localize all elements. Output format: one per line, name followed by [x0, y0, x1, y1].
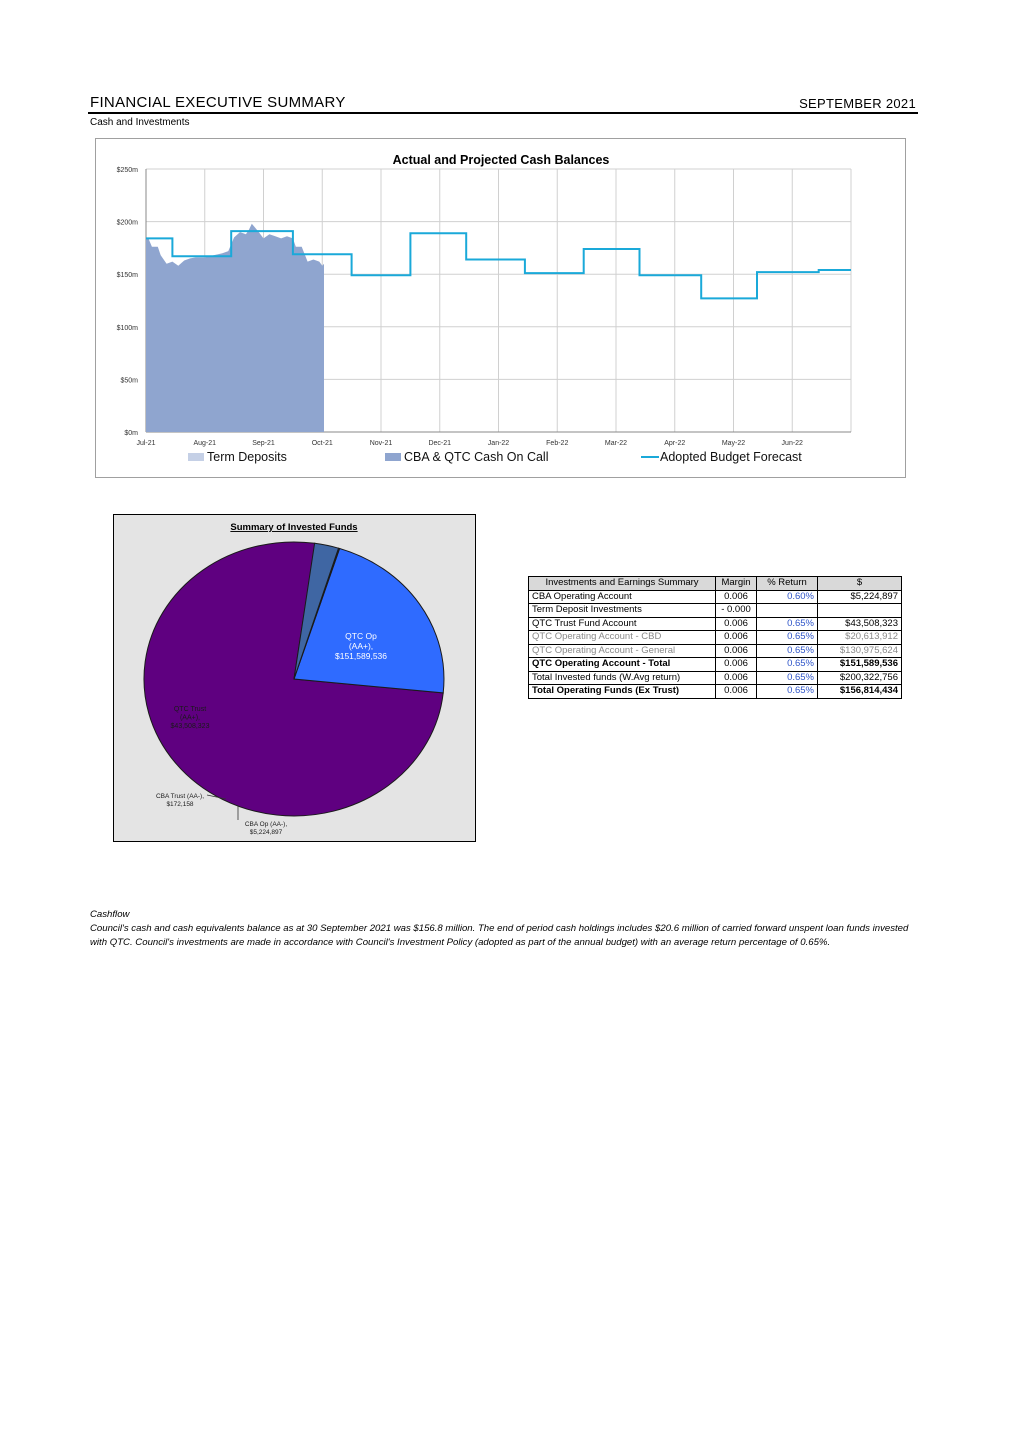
cash-balance-chart-svg: Actual and Projected Cash Balances $0m $50…	[117, 153, 852, 464]
pie-slice	[293, 547, 445, 694]
row-name: QTC Operating Account - CBD	[528, 630, 716, 645]
cashflow-title: Cashflow	[90, 909, 130, 920]
x-tick-label: Nov-21	[370, 440, 393, 447]
x-tick-label: Aug-21	[193, 440, 216, 447]
row-return: 0.60%	[756, 589, 818, 604]
x-tick-label: Jun-22	[782, 440, 804, 447]
row-return: 0.65%	[756, 670, 818, 685]
legend-budget-forecast-label: Adopted Budget Forecast	[660, 450, 802, 464]
pie-label-qtc-trust: QTC Trust (AA+), $43,508,323	[171, 706, 210, 730]
x-tick-label: Dec-21	[428, 440, 451, 447]
x-tick-label: Mar-22	[605, 440, 627, 447]
invested-funds-pie-svg: Summary of Invested Funds QTC Op (AA+), $15…	[143, 522, 445, 836]
row-value: $20,613,912	[817, 630, 902, 645]
x-tick-label: Jan-22	[488, 440, 510, 447]
y-tick-label: $150m	[117, 272, 139, 279]
row-return: 0.65%	[756, 657, 818, 672]
row-value: $156,814,434	[817, 684, 902, 699]
pie-label-cba-op: CBA Op (AA-), $5,224,897	[245, 821, 287, 836]
row-value: $151,589,536	[817, 657, 902, 672]
legend-term-deposits-swatch	[188, 453, 204, 461]
pie-leader-cba-trust	[206, 794, 227, 800]
legend-cash-on-call-swatch	[385, 453, 401, 461]
area-cash-on-call	[146, 223, 324, 432]
row-name: Total Operating Funds (Ex Trust)	[528, 684, 716, 699]
row-name: QTC Operating Account - General	[528, 643, 716, 658]
table-row: Term Deposit Investments - 0.000	[528, 603, 902, 618]
row-return: 0.65%	[756, 616, 818, 631]
pie-label-qtc-op: QTC Op (AA+), $151,589,536	[335, 631, 387, 661]
row-return	[756, 603, 818, 618]
row-return: 0.65%	[756, 630, 818, 645]
row-name: QTC Operating Account - Total	[528, 657, 716, 672]
col-header-margin: Margin	[715, 576, 757, 591]
y-tick-label: $0m	[124, 430, 138, 437]
x-tick-label: Jul-21	[136, 440, 155, 447]
cash-balance-chart: Actual and Projected Cash Balances $0m $50…	[95, 138, 906, 478]
y-tick-label: $50m	[120, 377, 138, 384]
row-name: Term Deposit Investments	[528, 603, 716, 618]
row-value: $130,975,624	[817, 643, 902, 658]
row-margin: 0.006	[715, 643, 757, 658]
invested-funds-pie-chart: Summary of Invested Funds QTC Op (AA+), $15…	[113, 514, 476, 842]
col-header-name: Investments and Earnings Summary	[528, 576, 716, 591]
table-row: Total Operating Funds (Ex Trust) 0.006 0.6…	[528, 684, 902, 699]
legend-cash-on-call-label: CBA & QTC Cash On Call	[404, 450, 549, 464]
table-row: QTC Operating Account - Total 0.006 0.65% $…	[528, 657, 902, 672]
header-rule	[88, 112, 918, 114]
x-tick-label: May-22	[722, 440, 745, 447]
table-row: QTC Operating Account - CBD 0.006 0.65% $20…	[528, 630, 902, 645]
table-row: Total Invested funds (W.Avg return) 0.006…	[528, 670, 902, 685]
row-value: $5,224,897	[817, 589, 902, 604]
x-tick-label: Feb-22	[546, 440, 568, 447]
section-subtitle: Cash and Investments	[90, 117, 190, 128]
row-name: CBA Operating Account	[528, 589, 716, 604]
table-row: QTC Operating Account - General 0.006 0.65…	[528, 643, 902, 658]
chart-title: Actual and Projected Cash Balances	[393, 153, 610, 167]
page-title: FINANCIAL EXECUTIVE SUMMARY	[90, 94, 346, 111]
row-return: 0.65%	[756, 684, 818, 699]
row-value: $200,322,756	[817, 670, 902, 685]
row-value: $43,508,323	[817, 616, 902, 631]
row-margin: 0.006	[715, 670, 757, 685]
y-tick-label: $200m	[117, 220, 139, 227]
x-tick-label: Sep-21	[252, 440, 275, 447]
investments-table: Investments and Earnings Summary Margin …	[528, 576, 902, 699]
row-margin: 0.006	[715, 616, 757, 631]
y-tick-label: $250m	[117, 167, 139, 174]
table-row: QTC Trust Fund Account 0.006 0.65% $43,508,…	[528, 616, 902, 631]
line-budget-forecast	[146, 230, 851, 300]
row-margin: 0.006	[715, 589, 757, 604]
row-margin: - 0.000	[715, 603, 757, 618]
table-header-row: Investments and Earnings Summary Margin …	[528, 576, 902, 591]
row-value	[817, 603, 902, 618]
table-row: CBA Operating Account 0.006 0.60% $5,224,89…	[528, 589, 902, 604]
pie-slice	[293, 542, 340, 680]
row-name: Total Invested funds (W.Avg return)	[528, 670, 716, 685]
x-tick-label: Apr-22	[664, 440, 685, 447]
row-margin: 0.006	[715, 630, 757, 645]
row-margin: 0.006	[715, 657, 757, 672]
col-header-value: $	[817, 576, 902, 591]
row-return: 0.65%	[756, 643, 818, 658]
report-date: SEPTEMBER 2021	[799, 96, 916, 111]
row-name: QTC Trust Fund Account	[528, 616, 716, 631]
y-tick-label: $100m	[117, 325, 139, 332]
x-tick-label: Oct-21	[312, 440, 333, 447]
legend-term-deposits-label: Term Deposits	[207, 450, 287, 464]
pie-title: Summary of Invested Funds	[230, 522, 357, 533]
cashflow-section: Cashflow Council's cash and cash equival…	[90, 908, 920, 950]
cashflow-body: Council's cash and cash equivalents bala…	[90, 923, 909, 948]
pie-label-cba-trust: CBA Trust (AA-), $172,158	[156, 793, 204, 808]
row-margin: 0.006	[715, 684, 757, 699]
col-header-return: % Return	[756, 576, 818, 591]
